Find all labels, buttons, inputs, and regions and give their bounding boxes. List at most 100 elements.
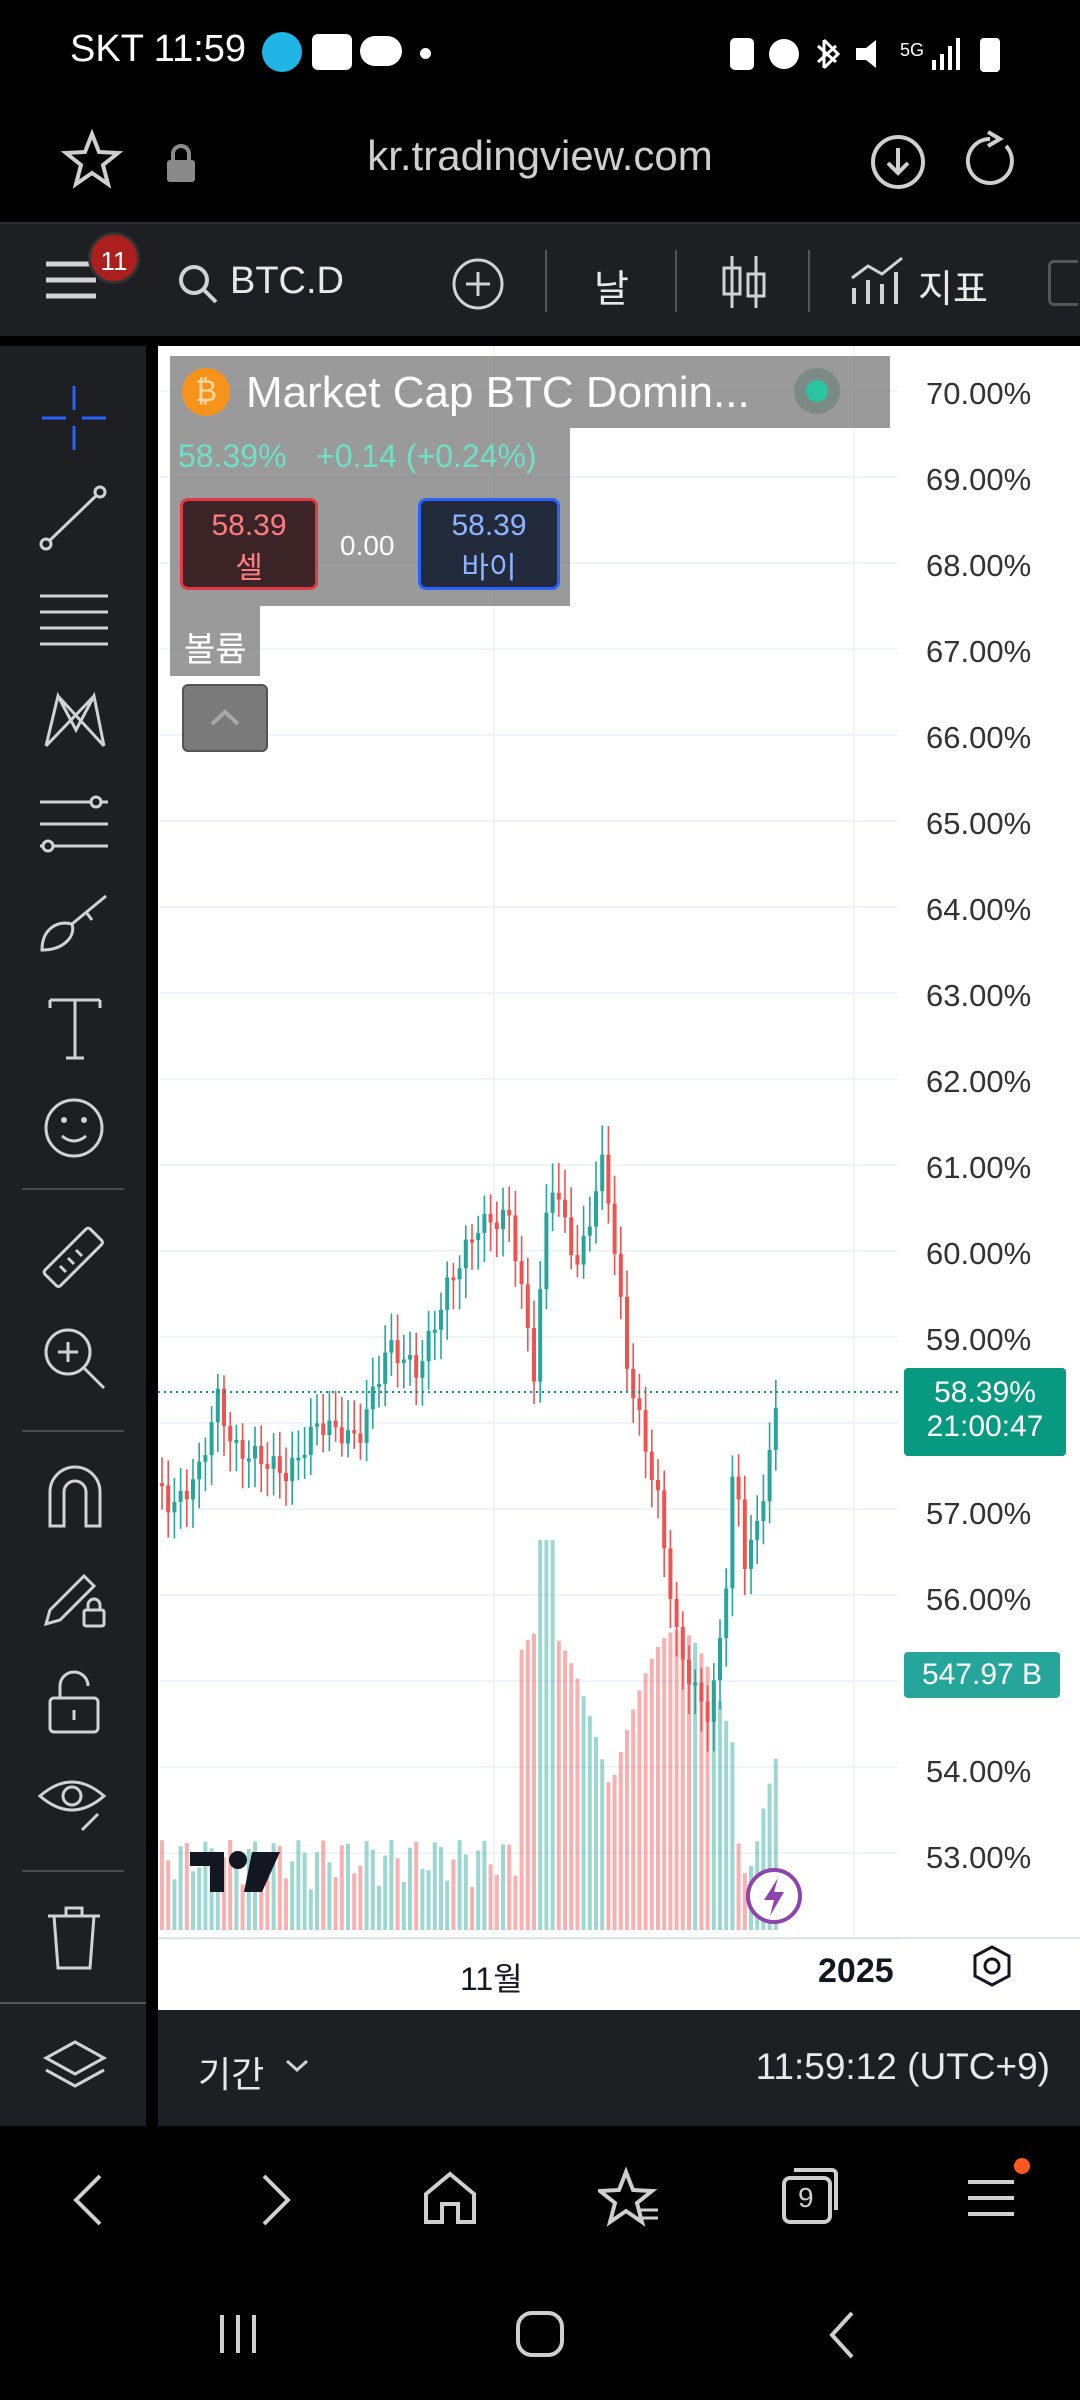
volume-bar — [321, 1840, 326, 1930]
magnet-icon[interactable] — [40, 1462, 110, 1539]
volume-bar — [581, 1696, 586, 1930]
volume-bar — [476, 1850, 481, 1930]
candle-body — [482, 1213, 487, 1233]
download-icon[interactable] — [868, 132, 928, 197]
zoom-in-icon[interactable] — [38, 1322, 110, 1399]
candle-body — [377, 1383, 381, 1387]
price-axis-label: 70.00% — [926, 376, 1032, 411]
candle-body — [625, 1296, 629, 1369]
url-text[interactable]: kr.tradingview.com — [367, 132, 713, 179]
tabs-icon[interactable]: 9 — [780, 2166, 840, 2226]
forward-icon[interactable] — [250, 2170, 300, 2235]
visibility-icon[interactable] — [36, 1766, 112, 1843]
collapse-legend-button[interactable] — [182, 684, 268, 752]
volume-label: 볼륨 — [184, 631, 247, 669]
candle-body — [414, 1355, 419, 1378]
unlock-icon[interactable] — [44, 1668, 104, 1743]
candle-body — [234, 1439, 239, 1443]
volume-bar — [569, 1663, 574, 1930]
divider — [545, 250, 547, 312]
layers-icon[interactable] — [40, 2034, 110, 2109]
fib-lines-icon[interactable] — [36, 584, 112, 661]
candle-body — [525, 1284, 530, 1328]
candle-body — [618, 1253, 623, 1297]
volume-legend[interactable]: 볼륨 — [170, 606, 260, 676]
lightning-button[interactable] — [746, 1868, 802, 1924]
system-back-icon[interactable] — [822, 2307, 862, 2368]
add-symbol-icon[interactable] — [450, 256, 506, 317]
volume-bar — [401, 1882, 406, 1930]
browser-menu-icon[interactable] — [964, 2174, 1018, 2227]
candle-body — [408, 1355, 412, 1360]
volume-bar — [649, 1658, 654, 1930]
volume-bar — [513, 1875, 518, 1930]
back-icon[interactable] — [64, 2170, 114, 2235]
home-icon[interactable] — [420, 2168, 480, 2233]
candle-body — [302, 1454, 307, 1458]
chevron-down-icon[interactable] — [284, 2056, 310, 2081]
tradingview-logo[interactable] — [188, 1848, 284, 1901]
candle-body — [767, 1449, 772, 1502]
volume-bar — [674, 1630, 679, 1930]
candle-body — [600, 1154, 605, 1192]
chart-settings-icon[interactable] — [970, 1944, 1014, 1993]
candle-body — [253, 1446, 257, 1459]
volume-bar — [259, 1866, 264, 1930]
text-tool-icon[interactable] — [40, 992, 110, 1069]
lock-drawings-icon[interactable] — [38, 1564, 110, 1641]
candle-body — [246, 1458, 251, 1462]
candle-body — [439, 1309, 443, 1330]
last-price: 58.39% — [178, 438, 287, 474]
period-button[interactable]: 기간 — [198, 2054, 265, 2095]
buy-button[interactable]: 58.39 바이 — [418, 498, 560, 590]
trendline-icon[interactable] — [38, 482, 110, 559]
emoji-icon[interactable] — [38, 1092, 110, 1169]
pattern-icon[interactable] — [38, 686, 110, 763]
price-chart[interactable] — [158, 346, 1080, 2010]
clock-timezone[interactable]: 11:59:12 (UTC+9) — [755, 2046, 1050, 2087]
volume-bar — [358, 1865, 363, 1930]
star-icon[interactable] — [60, 128, 124, 197]
candle-body — [321, 1423, 326, 1435]
forecast-icon[interactable] — [36, 788, 112, 865]
volume-bar — [265, 1872, 270, 1930]
volume-bar — [687, 1635, 691, 1930]
price-axis-label: 63.00% — [926, 978, 1032, 1013]
candle-body — [742, 1499, 747, 1569]
ruler-icon[interactable] — [36, 1220, 112, 1301]
more-icon[interactable] — [1048, 260, 1078, 306]
reload-icon[interactable] — [960, 130, 1022, 197]
chart-bottom-bar: 기간 11:59:12 (UTC+9) — [158, 2010, 1080, 2126]
symbol-search[interactable]: BTC.D — [230, 260, 344, 302]
candle-body — [370, 1386, 375, 1410]
legend-title-row[interactable]: ₿ Market Cap BTC Domin... — [170, 356, 890, 428]
divider — [22, 1870, 124, 1872]
candle-body — [383, 1352, 388, 1384]
recents-icon[interactable] — [214, 2309, 264, 2364]
volume-bar — [519, 1649, 524, 1930]
indicators-button[interactable]: 지표 — [918, 269, 988, 311]
candle-body — [724, 1588, 729, 1639]
candle-body — [327, 1420, 332, 1435]
chart-pane[interactable]: ₿ Market Cap BTC Domin... 58.39% +0.14 (… — [158, 346, 1080, 2010]
volume-bar — [730, 1742, 735, 1930]
crosshair-icon[interactable] — [38, 382, 110, 459]
candle-body — [550, 1192, 555, 1213]
divider — [675, 250, 677, 312]
bookmarks-icon[interactable] — [594, 2166, 662, 2235]
system-home-icon[interactable] — [514, 2309, 568, 2364]
interval-button[interactable]: 날 — [594, 269, 629, 311]
candle-body — [718, 1638, 722, 1681]
market-status-dot — [794, 368, 840, 414]
search-icon[interactable] — [178, 264, 218, 309]
brush-icon[interactable] — [36, 890, 112, 967]
candle-body — [296, 1457, 301, 1461]
candle-body — [612, 1203, 617, 1254]
trash-icon[interactable] — [44, 1904, 104, 1979]
menu-button[interactable] — [44, 256, 100, 309]
candle-type-icon[interactable] — [720, 252, 768, 317]
sell-button[interactable]: 58.39 셀 — [180, 498, 318, 590]
volume-bar — [364, 1841, 369, 1930]
indicators-icon[interactable] — [850, 254, 904, 313]
volume-bar — [395, 1858, 400, 1930]
